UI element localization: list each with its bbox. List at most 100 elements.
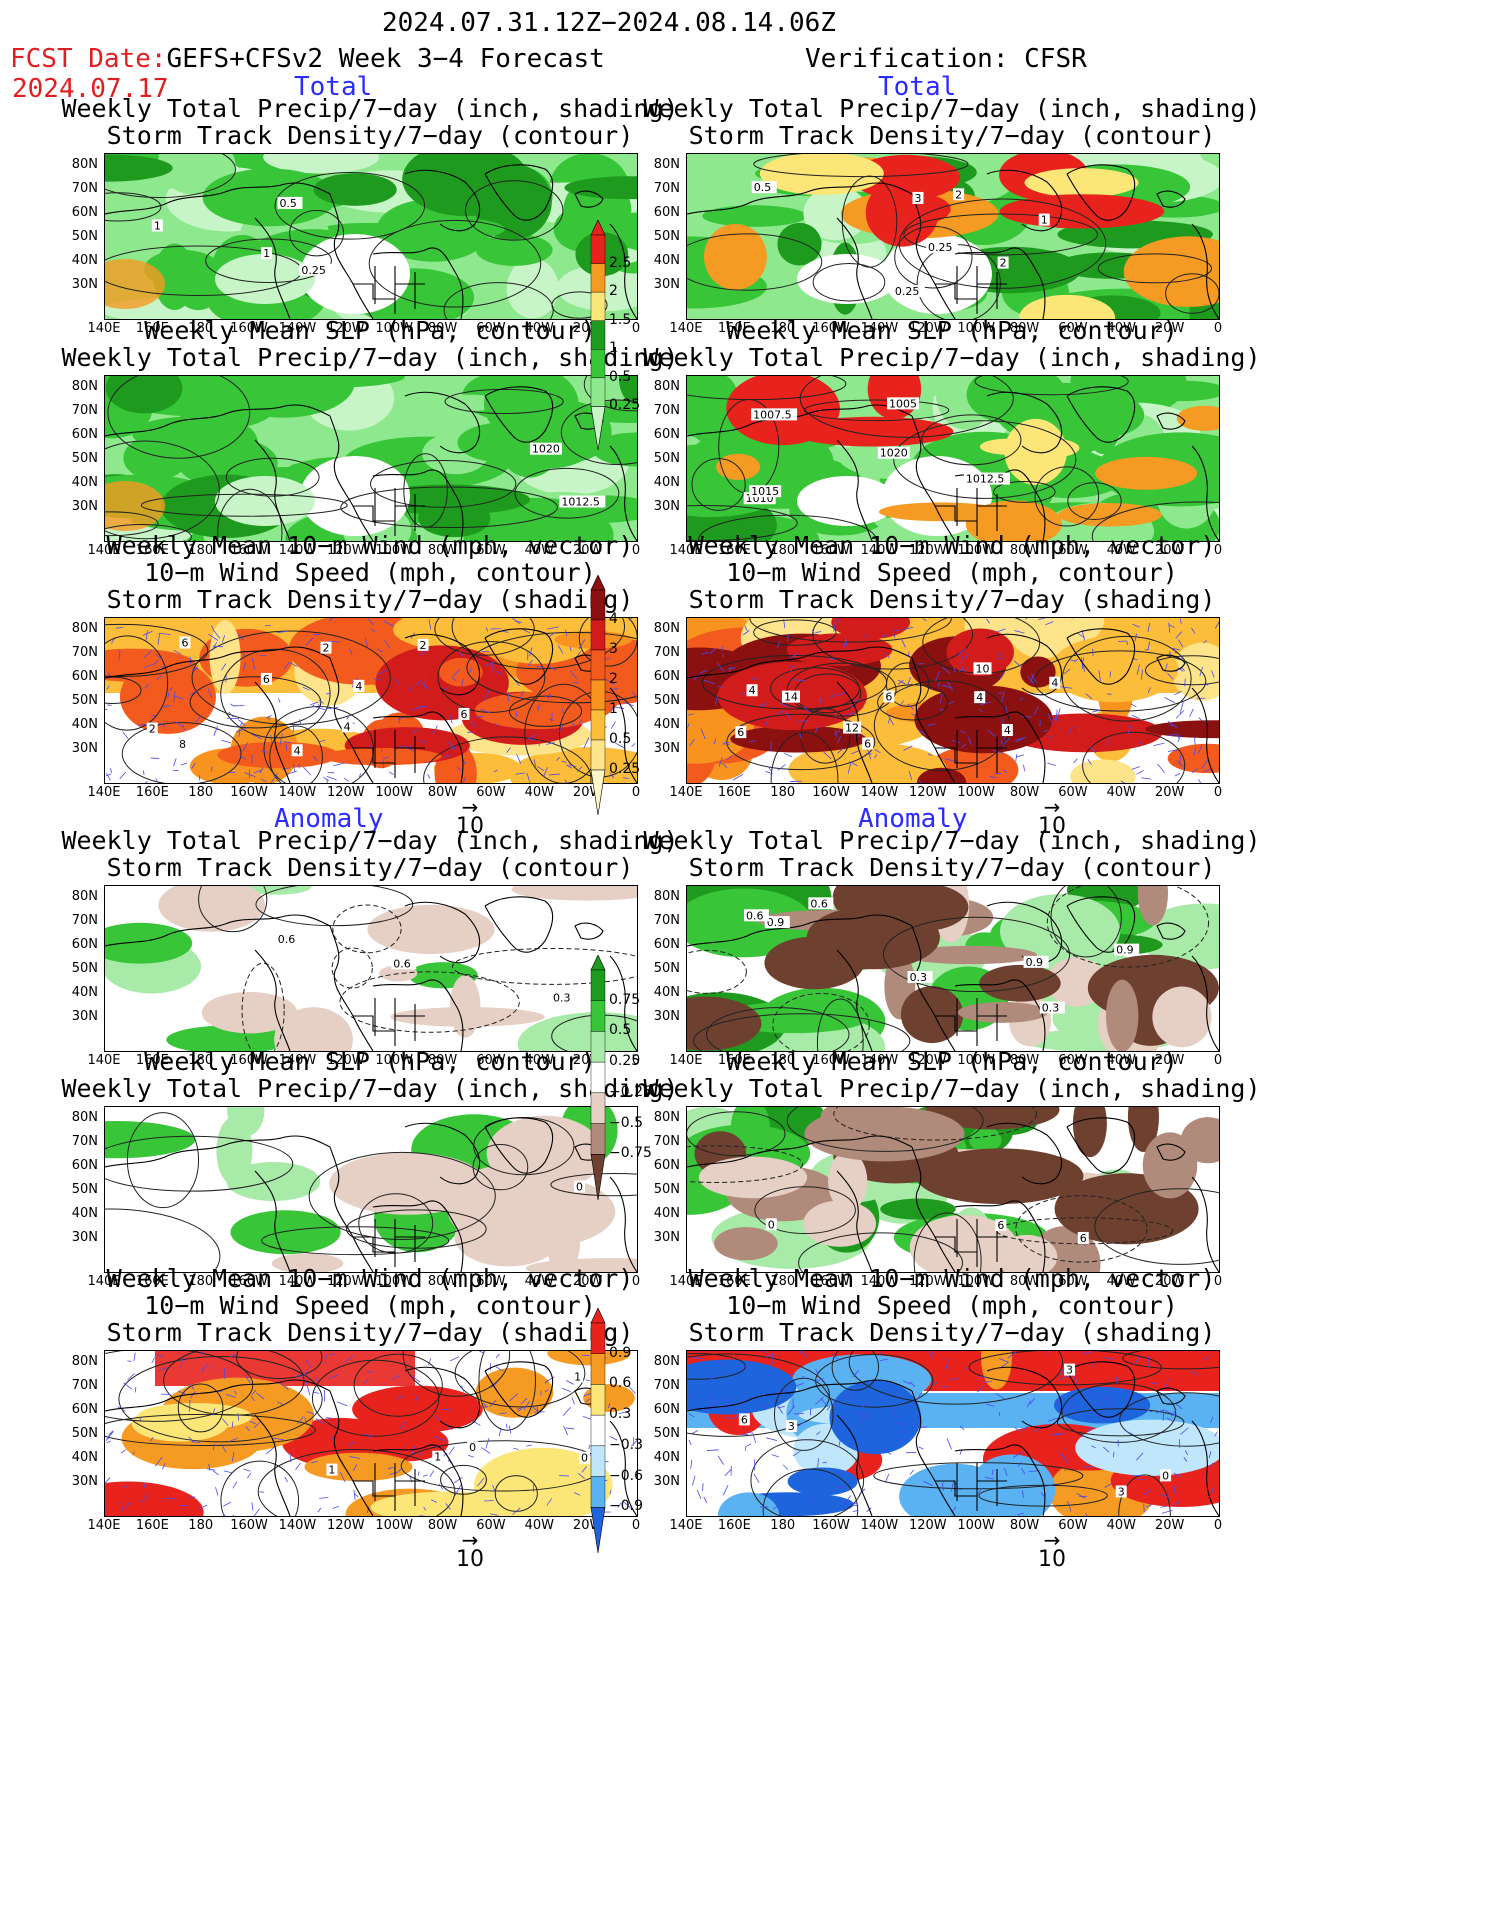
lon-tick-label: 60W	[476, 1053, 506, 1068]
contour-label: 1	[572, 1370, 584, 1383]
contour-label: 6	[738, 1413, 750, 1426]
lon-tick-label: 20W	[572, 543, 603, 558]
svg-text:0: 0	[576, 1180, 583, 1193]
lat-tick-label: 60N	[71, 1158, 98, 1173]
lat-tick-label: 80N	[71, 1354, 98, 1369]
lon-tick-label: 160E	[135, 1518, 169, 1533]
fcst-model-label: GEFS+CFSv2 Week 3−4 Forecast	[166, 44, 605, 74]
contour-label: 6	[179, 636, 191, 650]
colorbar-label: 2	[609, 283, 618, 300]
lon-tick-label: 60W	[1058, 321, 1088, 336]
lat-tick-label: 30N	[653, 1474, 680, 1489]
lat-tick-label: 80N	[653, 157, 680, 172]
lon-tick-label: 140E	[669, 1274, 703, 1289]
svg-text:0.5: 0.5	[754, 181, 772, 194]
lat-tick-label: 30N	[653, 277, 680, 292]
lat-tick-label: 60N	[71, 937, 98, 952]
panel-title-line: Weekly Total Precip/7−day (inch, shading…	[61, 826, 679, 855]
lat-tick-label: 80N	[653, 379, 680, 394]
lat-tick-label: 60N	[653, 937, 680, 952]
section-total-right: Total	[878, 72, 957, 102]
colorbar-label: 0.5	[609, 1022, 632, 1039]
lon-tick-label: 0	[1213, 543, 1223, 558]
colorbar-label: −0.9	[609, 1498, 643, 1515]
panel-title-line: Weekly Total Precip/7−day (inch, shading…	[61, 94, 679, 123]
coastline	[105, 1361, 637, 1516]
lon-tick-label: 120W	[326, 1053, 365, 1068]
lon-tick-label: 160E	[717, 543, 751, 558]
contour-label: 3	[785, 1419, 797, 1433]
contour-label: 10	[973, 662, 992, 675]
panel-title-line: 10−m Wind Speed (mph, contour)	[726, 558, 1178, 587]
lon-tick-label: 160W	[230, 785, 268, 800]
lat-tick-label: 80N	[71, 621, 98, 636]
contour-label: 0.6	[744, 909, 770, 922]
lat-tick-label: 30N	[71, 1009, 98, 1024]
lon-tick-label: 160W	[230, 1518, 268, 1533]
contour-label: 6	[1077, 1231, 1089, 1245]
lon-tick-label: 140E	[669, 543, 703, 558]
svg-text:0.6: 0.6	[393, 957, 411, 970]
svg-text:1012.5: 1012.5	[966, 473, 1005, 486]
lon-tick-label: 80W	[427, 1274, 458, 1289]
panel-title-line: Storm Track Density/7−day (shading)	[688, 1318, 1216, 1347]
lon-tick-label: 0	[1213, 1053, 1223, 1068]
lat-tick-label: 50N	[653, 693, 680, 708]
lon-tick-label: 0	[631, 321, 641, 336]
lat-tick-label: 30N	[653, 1230, 680, 1245]
lon-tick-label: 140E	[87, 543, 121, 558]
vector-reference: → 10	[1038, 1528, 1066, 1572]
lat-tick-label: 70N	[653, 1378, 680, 1393]
colorbar-label: 0.5	[609, 731, 632, 747]
lon-tick-label: 40W	[524, 543, 554, 558]
lat-tick-label: 40N	[71, 253, 98, 268]
lon-tick-label: 80W	[1009, 321, 1040, 336]
contour-label: 1012.5	[559, 495, 606, 508]
contour-label: 0.3	[1039, 1001, 1065, 1014]
colorbar-label: 1.5	[609, 311, 632, 328]
contour-label: 0.6	[808, 897, 834, 910]
panel-title-line: Weekly Mean SLP (hPa, contour)	[726, 316, 1178, 345]
forecast-tprecip-panel: 1 0.25 0.5 1	[104, 153, 638, 320]
svg-text:6: 6	[460, 708, 467, 721]
contour-label: 0.25	[925, 241, 958, 254]
lon-tick-label: 120W	[908, 543, 947, 558]
contour-label: 0.9	[1023, 955, 1049, 969]
vector-reference: → 10	[456, 1528, 484, 1572]
lon-tick-label: 60W	[1058, 1053, 1088, 1068]
lat-tick-label: 30N	[71, 741, 98, 756]
contour-label: 6	[735, 726, 747, 739]
verification-tslp-title: Weekly Mean SLP (hPa, contour) Weekly Tot…	[602, 317, 1302, 371]
fcst-date-label: FCST Date:	[10, 44, 167, 74]
vector-reference-value: 10	[456, 814, 484, 839]
contour-label: 0.25	[299, 263, 332, 277]
svg-text:0.3: 0.3	[910, 971, 928, 984]
lon-tick-label: 120W	[908, 321, 947, 336]
lon-tick-label: 0	[1213, 785, 1223, 800]
lon-tick-label: 160W	[812, 785, 850, 800]
panel-title-line: Weekly Total Precip/7−day (inch, shading…	[643, 1074, 1261, 1103]
lon-tick-label: 40W	[1106, 543, 1136, 558]
lon-tick-label: 140E	[669, 785, 703, 800]
lat-tick-label: 80N	[653, 889, 680, 904]
contour-label: 0.3	[551, 991, 577, 1005]
lat-tick-label: 80N	[653, 621, 680, 636]
svg-text:6: 6	[864, 738, 871, 751]
colorbar-label: 0.3	[609, 1406, 632, 1423]
contour-label: 1005	[887, 397, 920, 410]
lon-tick-label: 140E	[87, 321, 121, 336]
svg-text:1: 1	[434, 1451, 441, 1464]
verification-twind-title: Weekly Mean 10−m Wind (mph, vector) 10−m …	[602, 532, 1302, 613]
forecast-twind-panel: 2 2 4 2 4 4 6 6 8 6	[104, 617, 638, 784]
vector-reference-value: 10	[456, 1547, 484, 1572]
coastline	[687, 628, 1219, 783]
lon-tick-label: 180	[188, 1053, 214, 1068]
lon-tick-label: 160E	[135, 543, 169, 558]
lon-tick-label: 60W	[476, 1274, 506, 1289]
svg-text:1: 1	[328, 1464, 335, 1477]
lon-tick-label: 160E	[717, 1518, 751, 1533]
lon-tick-label: 80W	[1009, 543, 1040, 558]
lat-tick-label: 30N	[653, 1009, 680, 1024]
lon-tick-label: 40W	[524, 785, 554, 800]
contour-label: 0.9	[764, 916, 790, 929]
